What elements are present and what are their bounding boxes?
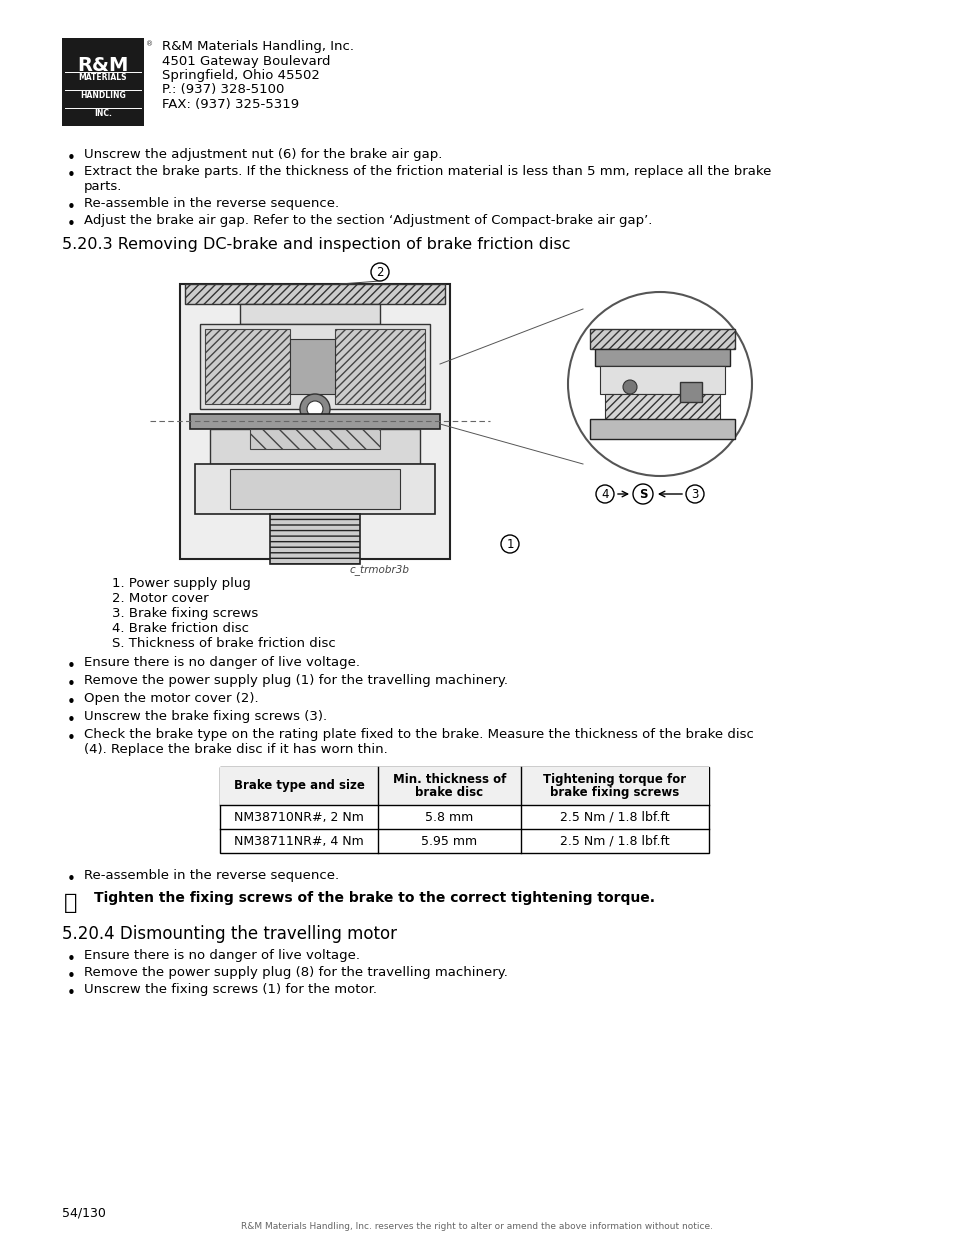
Circle shape xyxy=(685,485,703,503)
Text: Open the motor cover (2).: Open the motor cover (2). xyxy=(84,692,258,705)
Text: Brake type and size: Brake type and size xyxy=(233,779,364,793)
Text: P.: (937) 328-5100: P.: (937) 328-5100 xyxy=(162,84,284,96)
Text: Ensure there is no danger of live voltage.: Ensure there is no danger of live voltag… xyxy=(84,656,359,669)
Circle shape xyxy=(307,401,323,417)
Text: Tighten the fixing screws of the brake to the correct tightening torque.: Tighten the fixing screws of the brake t… xyxy=(94,890,655,905)
Text: 2. Motor cover: 2. Motor cover xyxy=(112,592,209,605)
Text: •: • xyxy=(67,695,76,710)
Text: •: • xyxy=(67,986,76,1002)
Text: 5.95 mm: 5.95 mm xyxy=(421,835,477,848)
Bar xyxy=(335,329,424,404)
Text: Remove the power supply plug (8) for the travelling machinery.: Remove the power supply plug (8) for the… xyxy=(84,966,507,979)
Bar xyxy=(194,464,435,514)
Bar xyxy=(250,429,379,450)
Circle shape xyxy=(500,535,518,553)
Text: •: • xyxy=(67,677,76,692)
Text: R&M Materials Handling, Inc. reserves the right to alter or amend the above info: R&M Materials Handling, Inc. reserves th… xyxy=(241,1221,712,1231)
Text: c_trmobr3b: c_trmobr3b xyxy=(350,564,410,576)
Text: 3: 3 xyxy=(691,488,698,500)
Text: 1: 1 xyxy=(506,537,514,551)
Bar xyxy=(210,429,419,464)
Bar xyxy=(205,329,290,404)
Circle shape xyxy=(371,263,389,282)
Text: 4. Brake friction disc: 4. Brake friction disc xyxy=(112,622,249,635)
Text: MATERIALS: MATERIALS xyxy=(79,73,127,82)
Text: (4). Replace the brake disc if it has worn thin.: (4). Replace the brake disc if it has wo… xyxy=(84,743,387,756)
Text: •: • xyxy=(67,969,76,984)
Text: •: • xyxy=(67,713,76,727)
Bar xyxy=(62,38,144,126)
Text: Check the brake type on the rating plate fixed to the brake. Measure the thickne: Check the brake type on the rating plate… xyxy=(84,727,753,741)
Text: 5.20.4 Dismounting the travelling motor: 5.20.4 Dismounting the travelling motor xyxy=(62,925,396,944)
Text: S. Thickness of brake friction disc: S. Thickness of brake friction disc xyxy=(112,637,335,650)
Text: •: • xyxy=(67,952,76,967)
Text: NM38710NR#, 2 Nm: NM38710NR#, 2 Nm xyxy=(233,811,363,824)
Text: •: • xyxy=(67,731,76,746)
Text: Unscrew the brake fixing screws (3).: Unscrew the brake fixing screws (3). xyxy=(84,710,327,722)
Text: 4: 4 xyxy=(600,488,608,500)
Text: 54/130: 54/130 xyxy=(62,1207,106,1220)
Text: S: S xyxy=(639,488,646,500)
Bar xyxy=(599,366,724,394)
Text: •: • xyxy=(67,151,76,165)
Bar xyxy=(220,767,708,805)
Bar xyxy=(220,767,708,853)
Text: R&M: R&M xyxy=(77,56,129,75)
Bar xyxy=(589,329,734,350)
Bar xyxy=(240,304,379,324)
Text: 2.5 Nm / 1.8 lbf.ft: 2.5 Nm / 1.8 lbf.ft xyxy=(559,811,669,824)
Bar xyxy=(589,419,734,438)
Text: 4501 Gateway Boulevard: 4501 Gateway Boulevard xyxy=(162,54,330,68)
Text: 1. Power supply plug: 1. Power supply plug xyxy=(112,577,251,590)
Bar xyxy=(679,382,701,403)
Text: Unscrew the fixing screws (1) for the motor.: Unscrew the fixing screws (1) for the mo… xyxy=(84,983,376,995)
Text: 3. Brake fixing screws: 3. Brake fixing screws xyxy=(112,606,258,620)
Text: Re-assemble in the reverse sequence.: Re-assemble in the reverse sequence. xyxy=(84,198,338,210)
Bar xyxy=(595,350,729,366)
Text: Springfield, Ohio 45502: Springfield, Ohio 45502 xyxy=(162,69,319,82)
Text: 🧤: 🧤 xyxy=(64,893,77,913)
Text: Remove the power supply plug (1) for the travelling machinery.: Remove the power supply plug (1) for the… xyxy=(84,674,507,687)
Text: parts.: parts. xyxy=(84,180,122,193)
Bar xyxy=(190,414,439,429)
Text: 5.8 mm: 5.8 mm xyxy=(425,811,473,824)
Circle shape xyxy=(622,380,637,394)
Circle shape xyxy=(567,291,751,475)
Circle shape xyxy=(596,485,614,503)
Text: •: • xyxy=(67,659,76,674)
Text: INC.: INC. xyxy=(94,109,112,119)
Circle shape xyxy=(633,484,652,504)
Circle shape xyxy=(299,394,330,424)
Text: •: • xyxy=(67,200,76,215)
Text: R&M Materials Handling, Inc.: R&M Materials Handling, Inc. xyxy=(162,40,354,53)
Text: 2.5 Nm / 1.8 lbf.ft: 2.5 Nm / 1.8 lbf.ft xyxy=(559,835,669,848)
Text: Tightening torque for: Tightening torque for xyxy=(543,773,686,785)
Text: brake disc: brake disc xyxy=(415,785,483,799)
Text: •: • xyxy=(67,217,76,232)
Bar xyxy=(270,514,359,564)
Bar xyxy=(604,394,720,419)
Text: Ensure there is no danger of live voltage.: Ensure there is no danger of live voltag… xyxy=(84,948,359,962)
Text: 2: 2 xyxy=(375,266,383,279)
Bar xyxy=(185,284,444,304)
Text: •: • xyxy=(67,168,76,183)
Bar xyxy=(290,338,335,394)
Text: FAX: (937) 325-5319: FAX: (937) 325-5319 xyxy=(162,98,299,111)
Text: Extract the brake parts. If the thickness of the friction material is less than : Extract the brake parts. If the thicknes… xyxy=(84,165,771,178)
Bar xyxy=(200,324,430,409)
Text: NM38711NR#, 4 Nm: NM38711NR#, 4 Nm xyxy=(233,835,363,848)
Text: brake fixing screws: brake fixing screws xyxy=(550,785,679,799)
Text: Re-assemble in the reverse sequence.: Re-assemble in the reverse sequence. xyxy=(84,869,338,882)
Text: Adjust the brake air gap. Refer to the section ‘Adjustment of Compact-brake air : Adjust the brake air gap. Refer to the s… xyxy=(84,214,652,227)
Text: ®: ® xyxy=(146,41,153,47)
Bar xyxy=(230,469,399,509)
Text: •: • xyxy=(67,872,76,887)
Text: Unscrew the adjustment nut (6) for the brake air gap.: Unscrew the adjustment nut (6) for the b… xyxy=(84,148,442,161)
Text: Min. thickness of: Min. thickness of xyxy=(393,773,506,785)
Bar xyxy=(180,284,450,559)
Text: HANDLING: HANDLING xyxy=(80,91,126,100)
Bar xyxy=(62,259,891,569)
Text: 5.20.3 Removing DC-brake and inspection of brake friction disc: 5.20.3 Removing DC-brake and inspection … xyxy=(62,237,570,252)
